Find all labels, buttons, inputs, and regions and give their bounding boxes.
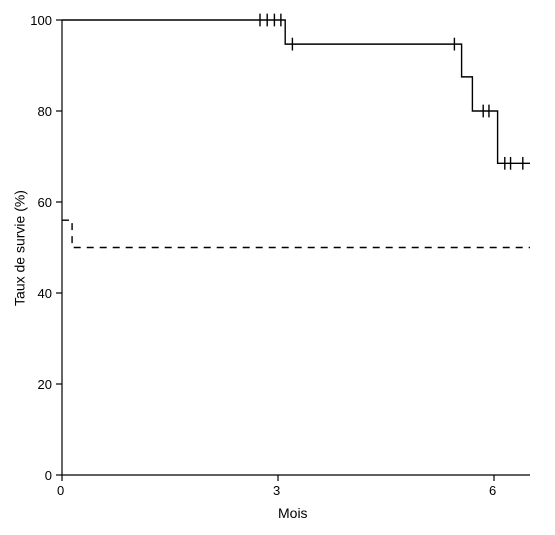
y-tick-label: 20	[38, 377, 52, 392]
series-group2	[62, 220, 530, 247]
y-tick-label: 80	[38, 104, 52, 119]
y-tick-label: 60	[38, 195, 52, 210]
y-tick-label: 0	[45, 468, 52, 483]
plot-area	[0, 0, 555, 535]
y-tick-label: 100	[30, 13, 52, 28]
x-axis-label: Mois	[278, 505, 308, 521]
x-tick-label: 0	[57, 483, 64, 498]
x-tick-label: 6	[489, 483, 496, 498]
x-tick-label: 3	[273, 483, 280, 498]
y-axis-label: Taux de survie (%)	[12, 190, 28, 306]
series-group1	[62, 20, 530, 163]
survival-chart: Taux de survie (%) Mois 0 20 40 60 80 100 0 3 6	[0, 0, 555, 535]
y-tick-label: 40	[38, 286, 52, 301]
